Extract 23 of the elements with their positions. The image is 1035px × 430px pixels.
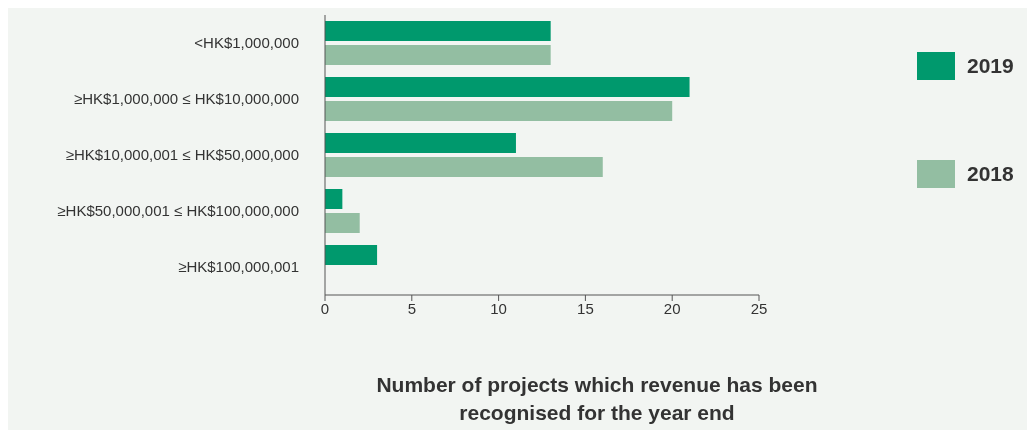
y-tick-label: <HK$1,000,000 <box>194 34 299 52</box>
bar <box>325 245 378 265</box>
bar <box>325 213 360 233</box>
y-tick-label: ≥HK$10,000,001 ≤ HK$50,000,000 <box>65 146 299 164</box>
bar <box>325 77 690 97</box>
bar <box>325 133 516 153</box>
x-tick-label: 20 <box>663 299 681 317</box>
x-tick-label: 25 <box>750 299 768 317</box>
y-tick-label: ≥HK$50,000,001 ≤ HK$100,000,000 <box>57 202 299 220</box>
legend-label: 2018 <box>967 162 1014 186</box>
x-tick-label: 5 <box>407 299 416 317</box>
y-tick-label: ≥HK$100,000,001 <box>178 258 299 276</box>
bar <box>325 21 551 41</box>
x-tick-label: 10 <box>490 299 507 317</box>
x-tick-label: 15 <box>577 299 594 317</box>
bar <box>325 101 673 121</box>
x-tick-label: 0 <box>320 299 330 317</box>
bar <box>325 45 551 65</box>
x-axis-title: Number of projects which revenue has been recognised for the year end <box>375 372 819 426</box>
bar <box>325 157 603 177</box>
y-tick-label: ≥HK$1,000,000 ≤ HK$10,000,000 <box>74 90 299 108</box>
bar <box>325 189 343 209</box>
legend-label: 2019 <box>967 54 1014 78</box>
